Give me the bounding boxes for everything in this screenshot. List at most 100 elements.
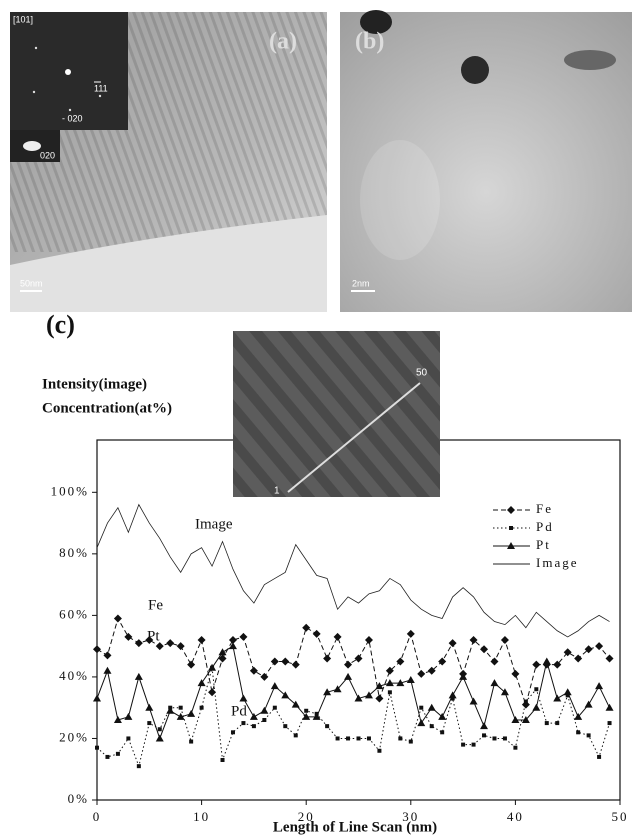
marker bbox=[545, 721, 549, 725]
marker bbox=[336, 736, 340, 740]
marker bbox=[273, 706, 277, 710]
marker bbox=[137, 764, 141, 768]
marker bbox=[93, 694, 101, 701]
marker bbox=[239, 633, 247, 641]
marker bbox=[260, 673, 268, 681]
panel-label: (c) bbox=[46, 310, 75, 339]
marker bbox=[608, 721, 612, 725]
marker bbox=[511, 670, 519, 678]
marker bbox=[187, 710, 195, 717]
marker bbox=[555, 721, 559, 725]
marker bbox=[449, 691, 457, 698]
series-line bbox=[97, 646, 610, 738]
marker bbox=[543, 658, 551, 665]
marker bbox=[576, 730, 580, 734]
marker bbox=[334, 633, 342, 641]
marker bbox=[344, 673, 352, 680]
marker bbox=[116, 752, 120, 756]
marker bbox=[440, 730, 444, 734]
y-tick-label: 80% bbox=[59, 545, 89, 560]
y-tick-label: 0% bbox=[68, 791, 89, 806]
marker bbox=[430, 724, 434, 728]
marker bbox=[124, 633, 132, 641]
marker bbox=[480, 645, 488, 653]
marker bbox=[241, 721, 245, 725]
x-tick-label: 40 bbox=[507, 809, 524, 824]
marker bbox=[501, 636, 509, 644]
marker bbox=[250, 713, 258, 720]
marker bbox=[166, 639, 174, 647]
marker bbox=[585, 701, 593, 708]
marker bbox=[482, 733, 486, 737]
marker bbox=[428, 704, 436, 711]
marker bbox=[156, 734, 164, 741]
y-axis-title: Concentration(at%) bbox=[42, 400, 172, 416]
marker bbox=[419, 706, 423, 710]
marker bbox=[532, 704, 540, 711]
marker bbox=[198, 636, 206, 644]
x-tick-label: 0 bbox=[93, 809, 102, 824]
figure: [101] 111 - 020 020 50nm (a) 2nm (b) (c)… bbox=[0, 0, 632, 839]
legend-label: Pd bbox=[536, 519, 554, 534]
marker bbox=[231, 730, 235, 734]
marker bbox=[398, 736, 402, 740]
micrograph-b bbox=[340, 10, 632, 312]
marker bbox=[260, 707, 268, 714]
panel-label: (a) bbox=[269, 29, 297, 55]
x-tick-label: 20 bbox=[298, 809, 315, 824]
y-tick-label: 60% bbox=[59, 606, 89, 621]
x-tick-label: 10 bbox=[193, 809, 210, 824]
y-tick-label: 40% bbox=[59, 668, 89, 683]
annotation: Image bbox=[195, 516, 233, 532]
series-line bbox=[97, 668, 610, 766]
marker bbox=[595, 642, 603, 650]
y-tick-label: 20% bbox=[59, 729, 89, 744]
marker bbox=[124, 713, 132, 720]
marker bbox=[126, 736, 130, 740]
marker bbox=[409, 740, 413, 744]
spot-label: - 020 bbox=[62, 113, 83, 123]
panel-label: (b) bbox=[355, 29, 384, 55]
annotation: Fe bbox=[148, 597, 163, 613]
marker bbox=[417, 719, 425, 726]
marker bbox=[480, 722, 488, 729]
marker bbox=[524, 700, 528, 704]
marker bbox=[283, 724, 287, 728]
marker bbox=[606, 704, 614, 711]
marker bbox=[377, 749, 381, 753]
marker bbox=[597, 755, 601, 759]
marker bbox=[587, 733, 591, 737]
marker bbox=[534, 687, 538, 691]
annotation: Pd bbox=[231, 703, 247, 719]
marker bbox=[189, 740, 193, 744]
marker bbox=[357, 736, 361, 740]
marker bbox=[407, 676, 415, 683]
marker bbox=[250, 667, 258, 675]
marker bbox=[313, 630, 321, 638]
marker bbox=[294, 733, 298, 737]
marker bbox=[103, 651, 111, 659]
marker bbox=[367, 736, 371, 740]
scale-bar-label: 2nm bbox=[352, 278, 370, 288]
marker bbox=[507, 506, 515, 514]
marker bbox=[198, 679, 206, 686]
marker bbox=[355, 654, 363, 662]
marker bbox=[461, 743, 465, 747]
marker bbox=[271, 682, 279, 689]
marker bbox=[93, 645, 101, 653]
marker bbox=[417, 670, 425, 678]
marker bbox=[532, 661, 540, 669]
marker bbox=[323, 654, 331, 662]
marker bbox=[239, 694, 247, 701]
marker bbox=[135, 673, 143, 680]
marker bbox=[492, 736, 496, 740]
spot-label: 111 bbox=[94, 83, 108, 93]
inset-label: 1 bbox=[274, 486, 280, 497]
marker bbox=[200, 706, 204, 710]
marker bbox=[292, 661, 300, 669]
marker bbox=[490, 679, 498, 686]
marker bbox=[95, 746, 99, 750]
marker bbox=[490, 658, 498, 666]
marker bbox=[470, 698, 478, 705]
marker bbox=[158, 727, 162, 731]
